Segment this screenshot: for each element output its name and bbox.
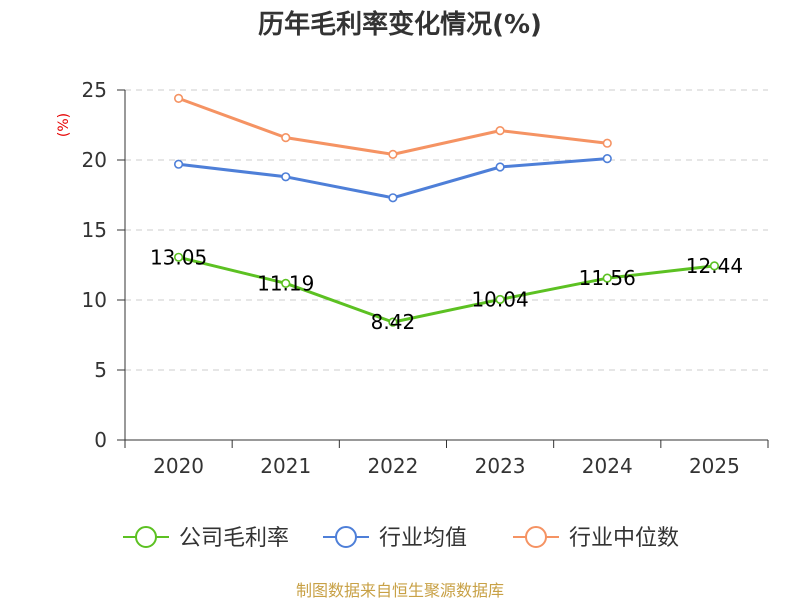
series-lines <box>173 93 720 327</box>
data-point <box>495 126 505 136</box>
data-point <box>388 149 398 159</box>
legend-item[interactable]: 行业中位数 <box>513 526 679 551</box>
legend-swatch-marker <box>135 526 157 548</box>
series-line-2 <box>178 96 608 156</box>
data-label: 11.19 <box>257 271 314 295</box>
data-labels: 13.05 11.19 8.42 10.04 11.56 12.44 <box>150 245 743 334</box>
y-tick-label: 20 <box>82 148 107 172</box>
y-tick-label: 25 <box>82 78 107 102</box>
legend-item[interactable]: 行业均值 <box>323 526 467 551</box>
data-point <box>173 159 184 169</box>
data-point <box>173 252 184 262</box>
data-point <box>602 154 612 164</box>
data-point <box>388 317 398 327</box>
x-tick-label: 2020 <box>153 454 204 478</box>
legend-label: 行业中位数 <box>569 526 679 551</box>
series-line-1 <box>178 157 608 200</box>
y-tick-label: 0 <box>94 428 107 452</box>
series-line-0 <box>178 255 715 324</box>
legend-swatch-marker <box>335 526 357 548</box>
x-tick-label: 2024 <box>582 454 633 478</box>
data-point <box>173 93 184 103</box>
data-point <box>709 261 720 271</box>
data-point <box>602 138 612 148</box>
y-axis-unit-label: (%) <box>56 113 72 137</box>
x-tick-label: 2023 <box>475 454 526 478</box>
source-note: 制图数据来自恒生聚源数据库 <box>296 581 504 600</box>
data-point <box>281 278 291 288</box>
y-tick-label: 10 <box>82 288 107 312</box>
legend-item[interactable]: 公司毛利率 <box>123 526 289 551</box>
data-label: 11.56 <box>579 266 636 290</box>
data-label: 13.05 <box>150 245 207 269</box>
data-point <box>495 294 505 305</box>
x-tick-label: 2021 <box>260 454 311 478</box>
legend-swatch-marker <box>525 526 547 548</box>
legend[interactable]: 公司毛利率 行业均值 行业中位数 <box>123 526 679 551</box>
x-tick-label: 2022 <box>367 454 418 478</box>
data-point <box>388 193 398 203</box>
data-label: 12.44 <box>686 254 743 278</box>
chart-title: 历年毛利率变化情况(%) <box>258 9 542 40</box>
data-label: 10.04 <box>471 287 528 311</box>
x-tick-label: 2025 <box>689 454 740 478</box>
y-tick-label: 5 <box>94 358 107 382</box>
data-point <box>602 273 612 283</box>
data-point <box>495 162 505 172</box>
gridlines <box>125 89 768 371</box>
data-label: 8.42 <box>371 310 416 334</box>
legend-label: 行业均值 <box>379 526 467 551</box>
data-point <box>281 133 291 143</box>
legend-label: 公司毛利率 <box>179 526 289 551</box>
data-point <box>281 172 291 182</box>
y-tick-label: 15 <box>82 218 107 242</box>
